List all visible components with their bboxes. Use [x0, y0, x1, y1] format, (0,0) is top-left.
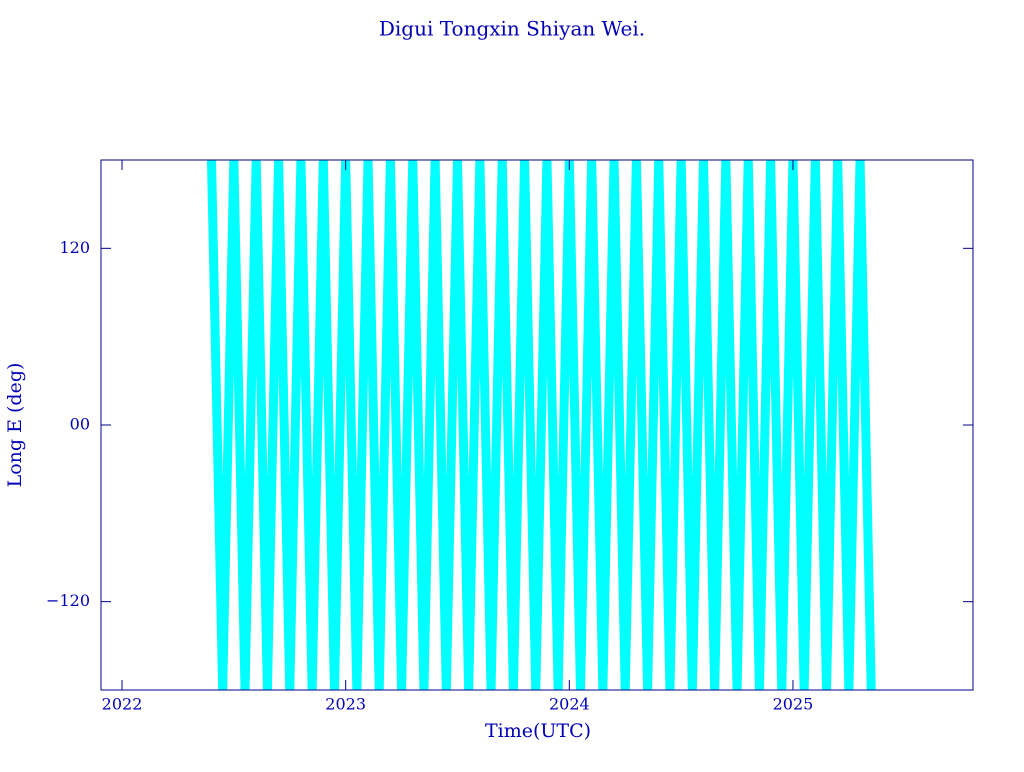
y-tick-label: 00: [70, 415, 90, 434]
x-tick-label: 2025: [773, 695, 814, 714]
data-line: [206, 160, 876, 690]
chart-title: Digui Tongxin Shiyan Wei.: [379, 17, 645, 41]
plot-area: [206, 160, 876, 690]
x-axis-label: Time(UTC): [485, 720, 591, 742]
y-tick-label: −120: [46, 591, 90, 610]
x-tick-label: 2022: [102, 695, 143, 714]
x-tick-label: 2023: [325, 695, 366, 714]
y-axis-label: Long E (deg): [4, 363, 26, 488]
y-tick-label: 120: [59, 238, 90, 257]
x-tick-label: 2024: [549, 695, 590, 714]
